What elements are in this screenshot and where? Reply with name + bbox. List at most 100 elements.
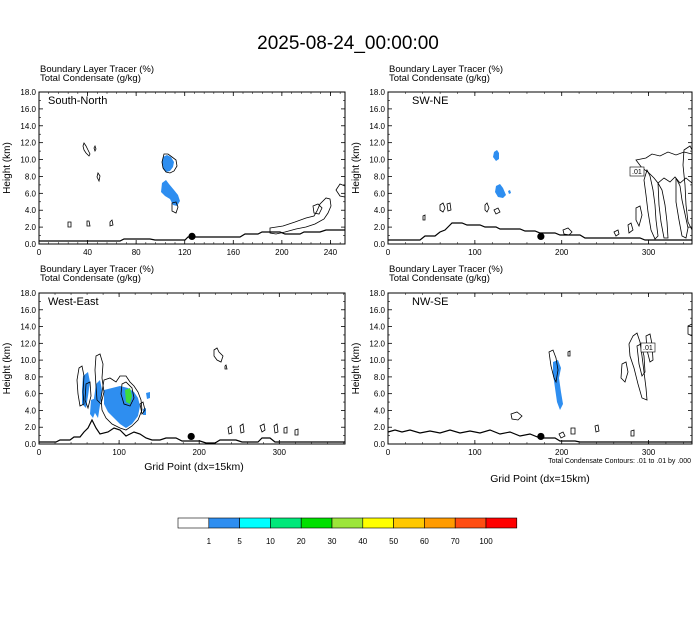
y-tick-label: 8.0: [25, 373, 37, 382]
x-tick-label: 100: [112, 448, 126, 457]
colorbar-label: 60: [420, 537, 429, 546]
condensate-contour: [562, 227, 573, 236]
condensate-contour: [548, 349, 559, 384]
y-tick-label: 6.0: [374, 189, 386, 198]
condensate-contour: [224, 364, 228, 370]
panel-axes: 0.0 2.0 4.0 6.0 8.0 10.0 12.0 14.0 16.0 18.0 0 100 2…: [2, 289, 346, 457]
y-tick-label: 12.0: [20, 139, 36, 148]
condensate-contours: [76, 347, 299, 436]
y-tick-label: 2.0: [374, 223, 386, 232]
y-tick-label: 10.0: [20, 356, 36, 365]
y-tick-label: 2.0: [25, 423, 37, 432]
condensate-contour: [100, 375, 143, 431]
condensate-contour: [687, 323, 693, 337]
colorbar-swatch: [454, 517, 487, 529]
colorbar-label: 100: [479, 537, 493, 546]
y-tick-label: 14.0: [20, 323, 36, 332]
x-tick-label: 160: [227, 248, 241, 257]
condensate-contour: [76, 365, 85, 407]
y-tick-label: 18.0: [20, 88, 36, 97]
condensate-contour: [86, 220, 91, 227]
contour-note: Total Condensate Contours: .01 to .01 by…: [548, 458, 691, 465]
x-tick-label: 100: [468, 248, 482, 257]
x-tick-label: 300: [642, 248, 656, 257]
contour-value-box: [629, 166, 645, 177]
tracer-field-blue: [493, 150, 511, 198]
tracer-patch: [508, 190, 511, 194]
x-tick-label: 120: [178, 248, 192, 257]
y-tick-label: 10.0: [369, 156, 385, 165]
condensate-contour: [259, 423, 266, 433]
condensate-contour: [273, 423, 279, 434]
tracer-patch: [146, 392, 150, 399]
y-tick-label: 12.0: [369, 339, 385, 348]
condensate-contour: [294, 428, 299, 436]
x-tick-label: 240: [324, 248, 338, 257]
condensate-contour: [439, 202, 446, 213]
panel-axes: 0.0 2.0 4.0 6.0 8.0 10.0 12.0 14.0 16.0 18.0 0 40 80…: [2, 88, 346, 257]
location-marker: [537, 432, 545, 441]
panel-axes: 0.0 2.0 4.0 6.0 8.0 10.0 12.0 14.0 16.0 18.0 0 100 2…: [351, 289, 693, 457]
condensate-contour: [94, 353, 105, 405]
terrain-profile: [39, 418, 345, 444]
y-tick-label: 6.0: [25, 390, 37, 399]
condensate-contour: [627, 222, 634, 234]
condensate-contour: [613, 229, 620, 237]
condensate-contour: [594, 424, 600, 433]
x-tick-label: 40: [83, 248, 92, 257]
y-axis-label: Height (km): [351, 142, 362, 194]
colorbar-label: 40: [358, 537, 367, 546]
colorbar-label: 50: [389, 537, 398, 546]
location-marker: [537, 232, 545, 240]
condensate-contour: [422, 214, 426, 221]
panel-header-line1: Boundary Layer Tracer (%): [40, 64, 154, 75]
panel-axes: 0.0 2.0 4.0 6.0 8.0 10.0 12.0 14.0 16.0 18.0 0 100 2…: [351, 88, 693, 257]
y-tick-label: 2.0: [25, 223, 37, 232]
contour-value-label: .01: [632, 169, 642, 176]
axes-layer: 0.0 2.0 4.0 6.0 8.0 10.0 12.0 14.0 16.0 18.0 0 40 80…: [2, 88, 693, 457]
contour-value-label: .01: [643, 345, 653, 352]
y-tick-label: 16.0: [369, 306, 385, 315]
colorbar-label: 1: [207, 537, 212, 546]
y-tick-label: 4.0: [25, 406, 37, 415]
tracer-patch: [493, 150, 499, 161]
y-tick-label: 12.0: [20, 339, 36, 348]
panel-south-north: [39, 142, 346, 242]
tracer-field-blue: [553, 360, 563, 410]
y-tick-label: 18.0: [20, 289, 36, 298]
y-tick-label: 14.0: [20, 122, 36, 131]
condensate-contour: [335, 183, 346, 198]
colorbar-label: 30: [328, 537, 337, 546]
condensate-contour: [558, 431, 566, 439]
y-tick-label: 0.0: [25, 440, 37, 449]
condensate-contour: [446, 202, 452, 212]
condensate-contours: [422, 145, 693, 240]
colorbar-label: 20: [297, 537, 306, 546]
y-axis-label: Height (km): [351, 343, 362, 395]
plot-frame: [38, 91, 346, 245]
colorbar-swatch: [331, 517, 364, 529]
colorbar-swatch: [362, 517, 394, 529]
panel-header-line2: Total Condensate (g/kg): [40, 273, 141, 284]
condensate-contour: [84, 381, 92, 410]
y-tick-label: 14.0: [369, 323, 385, 332]
condensate-contour: [283, 426, 288, 434]
y-tick-label: 4.0: [374, 406, 386, 415]
y-tick-label: 0.0: [374, 240, 386, 249]
panel-sw-ne: .01: [388, 145, 693, 241]
condensate-contour: [139, 401, 146, 415]
tracer-field-blue: [161, 155, 180, 206]
condensate-contour: [630, 429, 635, 437]
y-tick-label: 8.0: [25, 172, 37, 181]
condensate-contour: [628, 332, 648, 401]
y-tick-label: 4.0: [25, 206, 37, 215]
panel-label: SW-NE: [412, 95, 448, 107]
condensate-contour: [620, 361, 629, 383]
x-tick-label: 0: [386, 248, 391, 257]
y-tick-label: 0.0: [25, 240, 37, 249]
location-marker: [187, 432, 195, 441]
figure-title: 2025-08-24_00:00:00: [257, 33, 439, 54]
condensate-contour: [67, 221, 72, 228]
colorbar-swatch: [485, 517, 518, 529]
colorbar-swatch: [239, 517, 271, 529]
